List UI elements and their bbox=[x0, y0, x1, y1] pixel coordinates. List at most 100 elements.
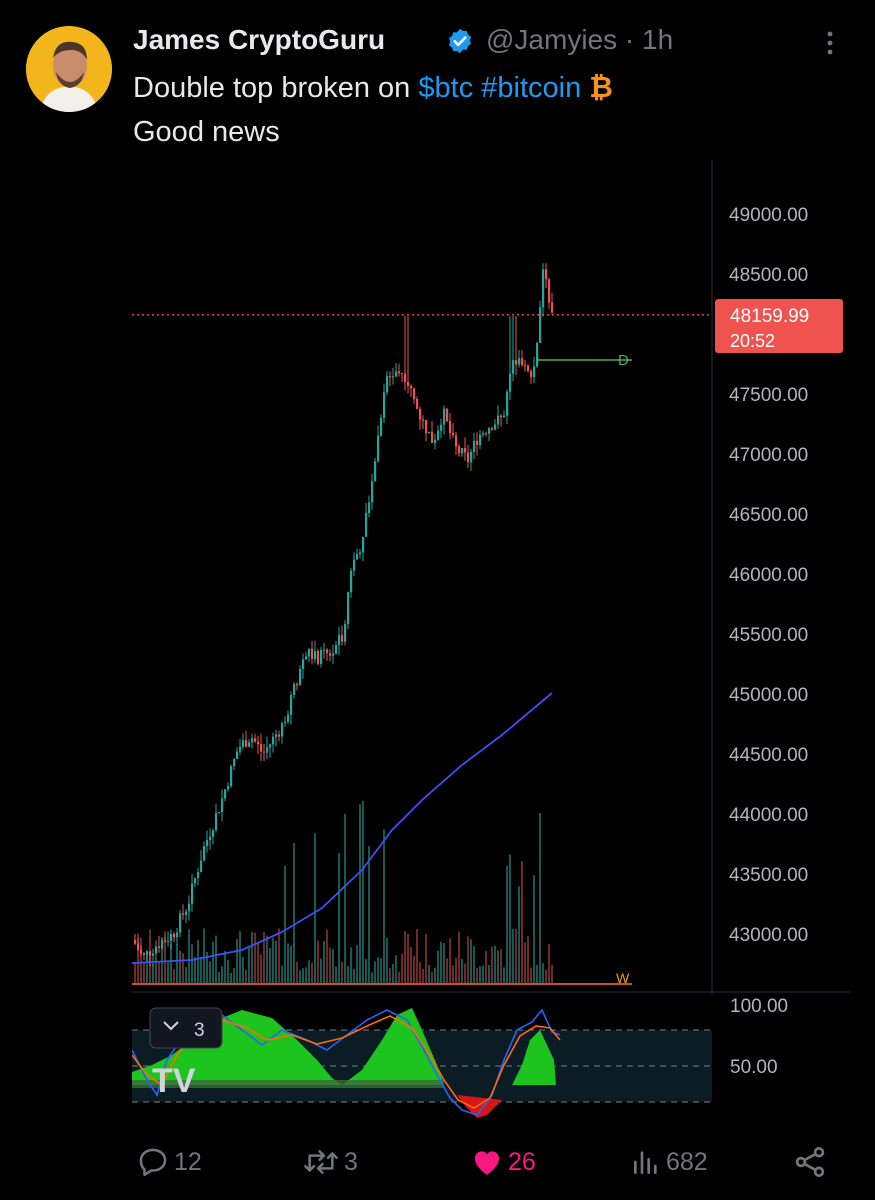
candle-body bbox=[491, 428, 494, 430]
candle-body bbox=[383, 392, 386, 418]
candle-body bbox=[374, 461, 377, 482]
volume-bar bbox=[476, 967, 478, 983]
price-tick-label: 49000.00 bbox=[729, 205, 808, 226]
meta-separator: · bbox=[624, 24, 635, 55]
candle-body bbox=[440, 424, 443, 431]
candle-body bbox=[524, 365, 527, 367]
candle-body bbox=[161, 940, 164, 949]
tradingview-logo: TV bbox=[152, 1062, 196, 1100]
candle-countdown: 20:52 bbox=[730, 331, 775, 351]
volume-bar bbox=[296, 961, 298, 983]
reply-icon bbox=[139, 1148, 167, 1177]
volume-bar bbox=[506, 866, 508, 983]
volume-bar bbox=[482, 965, 484, 983]
volume-bar bbox=[461, 958, 463, 983]
candle-body bbox=[386, 376, 389, 393]
volume-bar bbox=[497, 950, 499, 983]
share-button[interactable] bbox=[792, 1140, 828, 1184]
oscillator-tick-label: 100.00 bbox=[730, 996, 788, 1017]
candle-body bbox=[257, 741, 260, 745]
candle-body bbox=[401, 373, 404, 375]
volume-bar bbox=[524, 942, 526, 983]
oscillator-bear-area bbox=[457, 1095, 502, 1118]
candle-body bbox=[464, 447, 467, 453]
reply-button[interactable]: 12 bbox=[136, 1140, 202, 1184]
candle-body bbox=[299, 668, 302, 686]
candle-body bbox=[488, 428, 491, 434]
candle-body bbox=[170, 933, 173, 942]
volume-bar bbox=[263, 931, 265, 983]
verified-badge-icon bbox=[449, 28, 471, 54]
candle-body bbox=[176, 932, 179, 938]
candle-body bbox=[347, 592, 350, 624]
candle-body bbox=[497, 415, 500, 425]
volume-bar bbox=[413, 955, 415, 983]
candle-body bbox=[278, 734, 281, 737]
candle-body bbox=[197, 872, 200, 879]
volume-bar bbox=[236, 938, 238, 983]
hashtag-link[interactable]: #bitcoin bbox=[481, 72, 582, 104]
candle-body bbox=[185, 911, 188, 915]
volume-bar bbox=[551, 964, 553, 983]
candle-body bbox=[527, 365, 530, 372]
candle-body bbox=[200, 860, 203, 873]
candle-body bbox=[275, 734, 278, 737]
candle-body bbox=[164, 940, 167, 942]
candle-body bbox=[341, 635, 344, 642]
oscillator-tick-label: 50.00 bbox=[730, 1057, 778, 1078]
candle-body bbox=[395, 371, 398, 377]
volume-bar bbox=[359, 804, 361, 983]
candle-body bbox=[191, 883, 194, 904]
volume-bar bbox=[278, 928, 280, 983]
chart-image[interactable]: D W 48159.99 20:52 49000.00 48500.00 47500.00… bbox=[131, 160, 850, 1125]
price-tick-label: 47000.00 bbox=[729, 445, 808, 466]
volume-bar bbox=[425, 933, 427, 983]
views-count: 682 bbox=[666, 1147, 708, 1176]
volume-bar bbox=[407, 933, 409, 983]
volume-bar bbox=[182, 953, 184, 983]
candle-body bbox=[233, 758, 236, 767]
volume-bar bbox=[368, 845, 370, 983]
volume-bar bbox=[212, 941, 214, 983]
candle-body bbox=[221, 798, 224, 813]
volume-bar bbox=[380, 958, 382, 983]
volume-bar bbox=[428, 964, 430, 983]
volume-bar bbox=[392, 963, 394, 983]
volume-bar bbox=[443, 943, 445, 983]
author-name[interactable]: James CryptoGuru bbox=[133, 24, 386, 55]
retweet-button[interactable]: 3 bbox=[302, 1140, 358, 1184]
volume-bar bbox=[485, 951, 487, 983]
candle-body bbox=[272, 736, 275, 745]
like-button[interactable]: 26 bbox=[470, 1140, 536, 1184]
volume-bar bbox=[362, 800, 364, 983]
volume-bar bbox=[239, 931, 241, 983]
more-options-icon[interactable] bbox=[820, 28, 840, 58]
volume-bar bbox=[542, 963, 544, 983]
indicator-collapse-button[interactable] bbox=[149, 1007, 223, 1049]
volume-bar bbox=[299, 970, 301, 983]
volume-bar bbox=[194, 956, 196, 983]
cashtag-link[interactable]: $btc bbox=[418, 72, 474, 104]
volume-bar bbox=[167, 962, 169, 983]
author-handle[interactable]: @Jamyies bbox=[486, 24, 618, 55]
post-time[interactable]: 1h bbox=[642, 24, 674, 55]
candle-body bbox=[350, 570, 353, 593]
price-tick-label: 46500.00 bbox=[729, 505, 808, 526]
candle-body bbox=[461, 447, 464, 454]
reply-count: 12 bbox=[174, 1147, 202, 1176]
candle-body bbox=[458, 446, 461, 454]
candle-body bbox=[173, 933, 176, 938]
volume-bar bbox=[512, 928, 514, 983]
volume-bar bbox=[200, 956, 202, 983]
volume-bar bbox=[521, 861, 523, 983]
views-button[interactable]: 682 bbox=[630, 1140, 708, 1184]
avatar[interactable] bbox=[26, 26, 112, 112]
candle-body bbox=[281, 723, 284, 737]
volume-bar bbox=[536, 964, 538, 983]
volume-bar bbox=[464, 963, 466, 983]
volume-bar bbox=[503, 967, 505, 983]
volume-bar bbox=[473, 946, 475, 983]
candle-body bbox=[203, 846, 206, 861]
volume-bar bbox=[377, 957, 379, 983]
volume-bar bbox=[206, 951, 208, 983]
